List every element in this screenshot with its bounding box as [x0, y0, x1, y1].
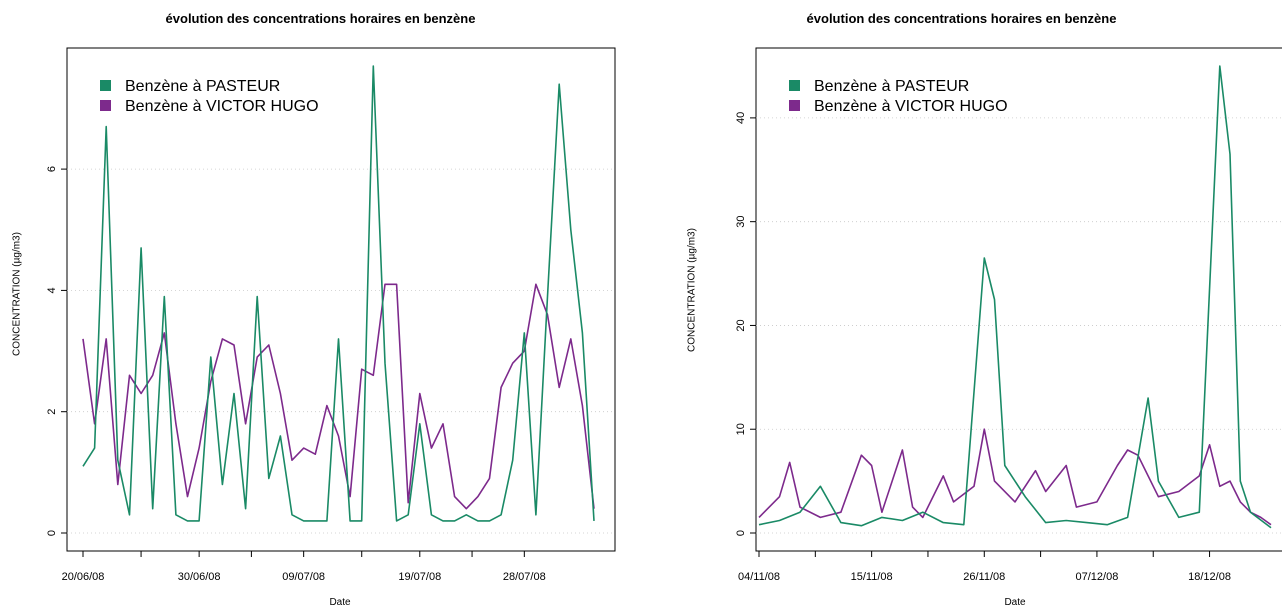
legend-swatch: [789, 100, 800, 111]
y-tick-label: 2: [46, 409, 58, 415]
x-tick-label: 07/12/08: [1076, 571, 1119, 583]
x-tick-label: 09/07/08: [282, 571, 325, 583]
series-line-victor-hugo: [758, 428, 1272, 526]
chart-panel-right: évolution des concentrations horaires en…: [641, 0, 1282, 609]
plot-frame: [755, 47, 1282, 552]
x-tick-label: 19/07/08: [398, 571, 441, 583]
y-tick-label: 0: [735, 530, 747, 536]
legend-label: Benzène à PASTEUR: [125, 78, 280, 95]
y-tick-label: 0: [46, 530, 58, 536]
x-tick-label: 15/11/08: [851, 571, 893, 583]
chart-plot: 0 2 4 6 20/06/08 30/06/08 09/07/08 19/07/08 28/0…: [46, 47, 616, 583]
x-tick-label: 18/12/08: [1188, 571, 1231, 583]
legend-label: Benzène à VICTOR HUGO: [125, 98, 319, 115]
legend-label: Benzène à VICTOR HUGO: [814, 98, 1008, 115]
chart-title: évolution des concentrations horaires en…: [806, 11, 1117, 26]
legend-swatch: [100, 80, 111, 91]
plot-frame: [66, 47, 616, 552]
x-axis-label: Date: [1004, 597, 1026, 608]
y-tick-label: 4: [46, 287, 58, 293]
legend-swatch: [789, 80, 800, 91]
y-tick-label: 10: [735, 423, 747, 435]
x-tick-label: 04/11/08: [738, 571, 780, 583]
series-line-victor-hugo: [82, 283, 595, 510]
y-tick-label: 6: [46, 166, 58, 172]
chart-panel-left: évolution des concentrations horaires en…: [12, 11, 616, 608]
legend-swatch: [100, 100, 111, 111]
x-tick-label: 20/06/08: [62, 571, 105, 583]
y-tick-label: 40: [735, 112, 747, 124]
x-axis-label: Date: [329, 597, 351, 608]
series-line-pasteur: [758, 65, 1272, 529]
x-tick-label: 28/07/08: [503, 571, 546, 583]
chart-plot: 0 10 20 30 40 04/11/08 15/11/08 26/11/08 07/12/0…: [735, 47, 1282, 583]
chart-title: évolution des concentrations horaires en…: [165, 11, 476, 26]
series-line-pasteur: [82, 65, 595, 522]
x-tick-label: 26/11/08: [963, 571, 1005, 583]
x-tick-label: 30/06/08: [178, 571, 221, 583]
y-tick-label: 30: [735, 216, 747, 228]
y-tick-label: 20: [735, 319, 747, 331]
legend-label: Benzène à PASTEUR: [814, 78, 969, 95]
